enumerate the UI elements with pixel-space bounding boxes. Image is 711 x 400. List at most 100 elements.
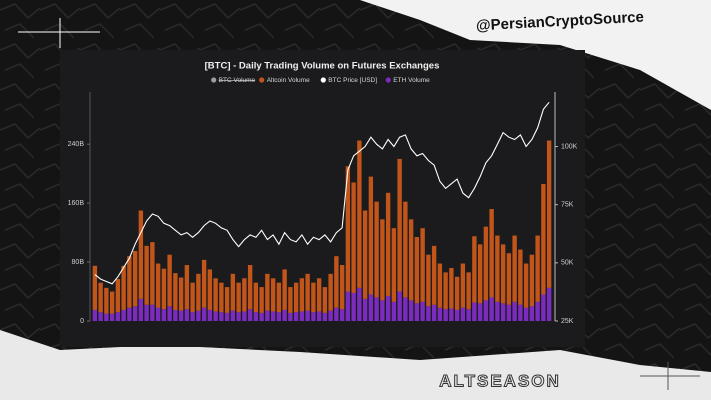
bar bbox=[288, 287, 293, 313]
paper-bottom bbox=[0, 330, 711, 400]
bar bbox=[362, 298, 368, 321]
bar bbox=[184, 265, 190, 310]
bar bbox=[282, 309, 287, 321]
bar bbox=[449, 308, 454, 321]
bar bbox=[230, 310, 236, 321]
legend-swatch bbox=[211, 77, 217, 83]
bar bbox=[92, 309, 98, 321]
bar bbox=[322, 287, 328, 313]
y-tick-label: 80B bbox=[72, 259, 85, 266]
bar bbox=[109, 313, 115, 321]
bar bbox=[541, 294, 546, 321]
bar bbox=[161, 309, 167, 321]
chart-title: [BTC] - Daily Trading Volume on Futures … bbox=[205, 61, 440, 72]
bar bbox=[322, 312, 328, 321]
bar bbox=[161, 268, 167, 310]
bar bbox=[247, 265, 253, 310]
bar bbox=[477, 244, 483, 304]
bar bbox=[127, 256, 132, 308]
bar bbox=[316, 311, 322, 321]
bar bbox=[380, 219, 385, 301]
bar bbox=[454, 276, 460, 310]
bar bbox=[472, 302, 477, 321]
bar bbox=[454, 309, 460, 321]
bar bbox=[351, 293, 356, 321]
bar bbox=[236, 312, 241, 321]
bar bbox=[437, 307, 443, 321]
bar bbox=[213, 311, 218, 321]
bar bbox=[219, 312, 224, 321]
bar bbox=[380, 300, 385, 321]
bar bbox=[276, 282, 282, 313]
bar bbox=[236, 282, 241, 313]
bar bbox=[495, 301, 500, 321]
bar bbox=[408, 219, 414, 301]
bar bbox=[115, 279, 121, 313]
bar bbox=[104, 313, 109, 321]
bar bbox=[512, 301, 517, 321]
bar bbox=[230, 273, 236, 311]
bar bbox=[489, 297, 494, 321]
bar bbox=[334, 256, 339, 308]
bar bbox=[535, 235, 540, 302]
bar bbox=[460, 307, 466, 321]
bar bbox=[173, 309, 178, 321]
bar bbox=[339, 265, 345, 310]
bar bbox=[523, 307, 529, 321]
bar bbox=[190, 282, 195, 313]
bar bbox=[201, 307, 207, 321]
bar bbox=[518, 249, 523, 305]
y-tick-label: 0 bbox=[80, 318, 84, 325]
bar bbox=[270, 311, 276, 321]
bar bbox=[535, 301, 540, 321]
bar bbox=[414, 303, 420, 321]
bar bbox=[466, 272, 471, 310]
bar bbox=[219, 282, 224, 313]
bar bbox=[420, 228, 425, 302]
bar bbox=[190, 312, 195, 321]
bar bbox=[506, 253, 512, 305]
bar bbox=[374, 201, 379, 298]
bar bbox=[253, 282, 259, 313]
bar bbox=[443, 309, 448, 321]
bar bbox=[265, 310, 270, 321]
bar bbox=[305, 273, 310, 311]
bar bbox=[207, 269, 213, 310]
y-tick-label: 240B bbox=[68, 141, 85, 148]
bar bbox=[201, 259, 207, 308]
bar bbox=[500, 303, 506, 321]
bar bbox=[397, 291, 402, 321]
bar bbox=[316, 278, 322, 312]
bar bbox=[121, 309, 126, 321]
bar bbox=[385, 295, 391, 321]
bar bbox=[489, 209, 494, 298]
bar bbox=[529, 254, 535, 307]
bar bbox=[305, 310, 310, 321]
bar bbox=[224, 287, 230, 313]
bar bbox=[483, 226, 489, 301]
legend-swatch bbox=[259, 77, 265, 83]
bar bbox=[403, 297, 408, 321]
bar bbox=[155, 263, 161, 308]
bar bbox=[282, 269, 287, 310]
bar bbox=[132, 251, 138, 307]
bar bbox=[500, 244, 506, 304]
bar bbox=[150, 304, 155, 321]
bar bbox=[299, 311, 305, 321]
bar bbox=[328, 273, 333, 311]
bar bbox=[311, 312, 316, 321]
bar bbox=[420, 301, 425, 321]
bar bbox=[431, 245, 437, 305]
bar bbox=[92, 265, 98, 310]
bar bbox=[104, 287, 109, 314]
bar bbox=[247, 309, 253, 321]
price-line bbox=[94, 101, 550, 285]
bar bbox=[207, 309, 213, 321]
bar bbox=[495, 235, 500, 302]
bar bbox=[368, 294, 374, 321]
bar bbox=[224, 312, 230, 321]
bar bbox=[408, 300, 414, 321]
bar bbox=[98, 312, 103, 321]
bar bbox=[334, 307, 339, 321]
